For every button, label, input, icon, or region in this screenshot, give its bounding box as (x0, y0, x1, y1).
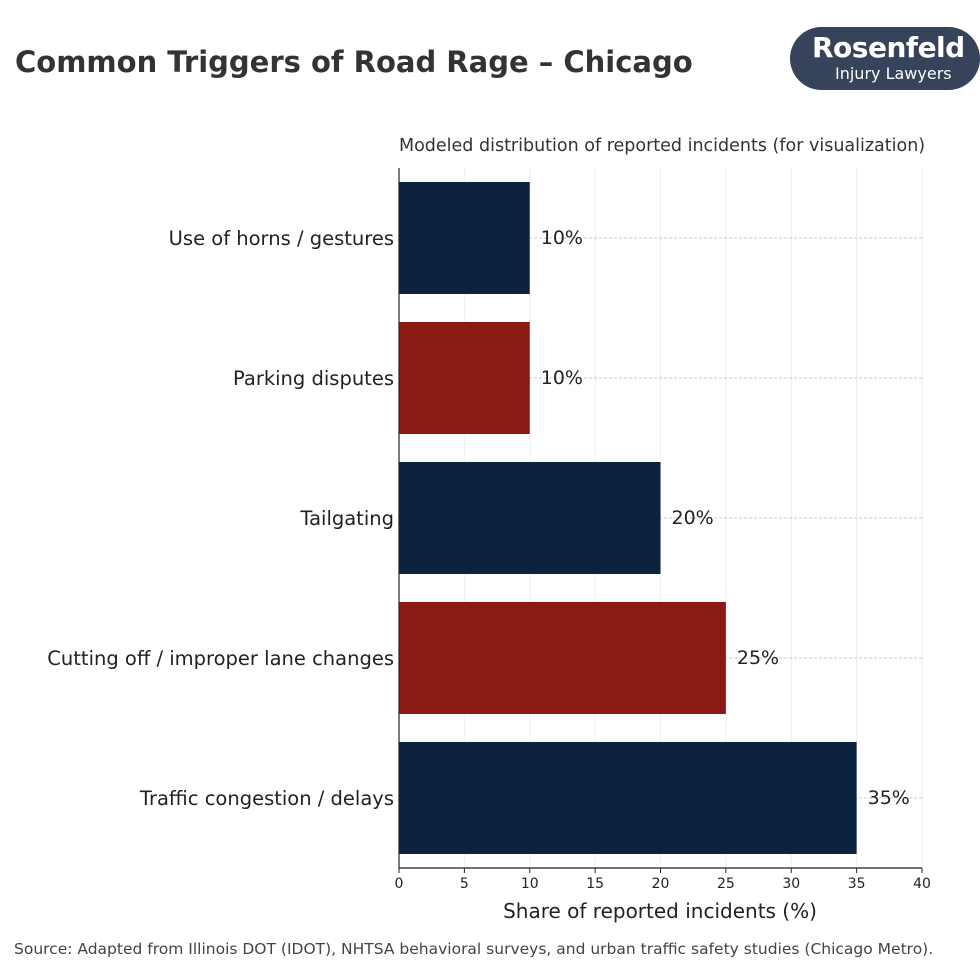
logo-line2: Injury Lawyers (835, 64, 952, 83)
data-label: 35% (868, 787, 910, 809)
bar (399, 462, 661, 574)
y-tick-label: Use of horns / gestures (169, 227, 394, 250)
y-tick-label: Cutting off / improper lane changes (47, 647, 394, 670)
x-tick-label: 5 (460, 876, 469, 892)
logo: Rosenfeld Injury Lawyers (790, 27, 980, 90)
x-tick-label: 35 (848, 876, 866, 892)
source-note: Source: Adapted from Illinois DOT (IDOT)… (14, 940, 934, 958)
logo-line1: Rosenfeld (812, 31, 965, 64)
x-tick-label: 10 (521, 876, 539, 892)
y-tick-label: Parking disputes (233, 367, 394, 390)
bar (399, 602, 726, 714)
data-label: 10% (541, 227, 583, 249)
data-label: 10% (541, 367, 583, 389)
x-tick-label: 0 (395, 876, 404, 892)
page-title: Common Triggers of Road Rage – Chicago (15, 45, 693, 79)
data-label: 20% (672, 507, 714, 529)
x-tick-label: 30 (782, 876, 800, 892)
bar (399, 742, 857, 854)
bar (399, 322, 530, 434)
data-label: 25% (737, 647, 779, 669)
y-tick-label: Tailgating (299, 507, 394, 530)
x-tick-label: 25 (717, 876, 735, 892)
chart-subtitle: Modeled distribution of reported inciden… (399, 136, 925, 156)
x-axis-label: Share of reported incidents (%) (503, 899, 817, 923)
x-tick-label: 40 (913, 876, 931, 892)
x-tick-label: 15 (586, 876, 604, 892)
x-tick-label: 20 (652, 876, 670, 892)
y-tick-label: Traffic congestion / delays (139, 787, 394, 810)
bar (399, 182, 530, 294)
